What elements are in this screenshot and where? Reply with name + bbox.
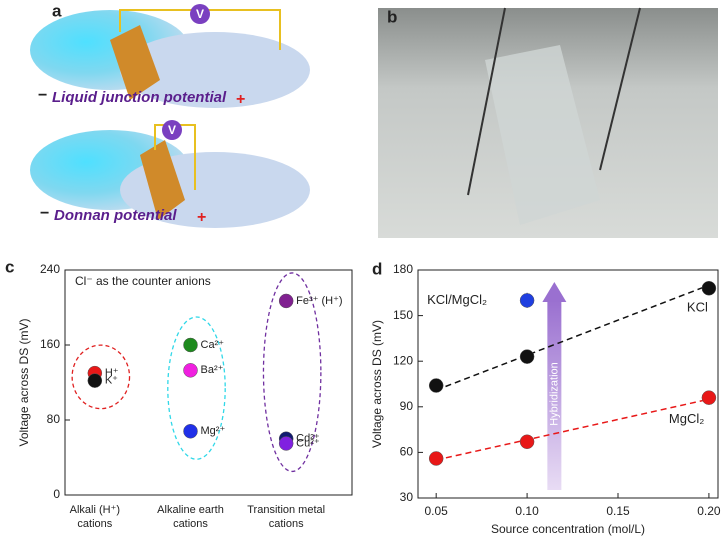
plot-frame [64, 269, 353, 496]
point [87, 373, 103, 388]
x-tick-label: 0.20 [697, 504, 721, 518]
meter [162, 120, 182, 140]
membrane [140, 140, 185, 220]
x-tick-label: 0.15 [606, 504, 630, 518]
cell-divider [485, 45, 600, 225]
meter-label: V [196, 7, 204, 21]
x-tick-label: cations [173, 518, 208, 530]
point-label: Cd²⁺ [296, 433, 320, 445]
group-outline [262, 272, 322, 473]
arrow-head [542, 282, 567, 302]
x-tick-label: Transition metal [247, 504, 325, 516]
x-tick-label: 0.05 [425, 504, 449, 518]
electrode [599, 7, 641, 171]
point [428, 378, 444, 393]
point-label: K⁺ [105, 375, 118, 387]
point-label: Ca²⁺ [201, 339, 225, 351]
point [183, 424, 198, 439]
x-tick-label: cations [269, 518, 304, 530]
annotation: Cl⁻ as the counter anions [75, 274, 211, 288]
group-outline [167, 316, 226, 460]
x-tick-label: cations [77, 518, 112, 530]
y-tick-label: 180 [393, 262, 413, 276]
y-tick-label: 240 [40, 262, 60, 276]
y-tick-label: 160 [40, 337, 60, 351]
panel-label: a [52, 1, 62, 20]
y-axis-label: Voltage across DS (mV) [370, 320, 384, 448]
y-axis-label: Voltage across DS (mV) [17, 318, 31, 446]
annotation: Hybridization [548, 362, 560, 426]
point [519, 293, 535, 308]
panel-label: d [372, 259, 382, 278]
series-label: MgCl₂ [669, 411, 704, 426]
panel-label: b [387, 7, 397, 26]
point [701, 390, 717, 405]
point-label: Fe³⁺ (H⁺) [296, 295, 342, 307]
y-tick-label: 0 [53, 487, 60, 501]
arrow-shaft [547, 300, 562, 490]
electrode [467, 7, 506, 196]
plus-sign: + [236, 91, 245, 108]
y-tick-label: 60 [400, 445, 414, 459]
caption: Liquid junction potential [52, 89, 227, 106]
point-label: Cu²⁺ [296, 437, 320, 449]
y-tick-label: 150 [393, 308, 413, 322]
point-label: Ba²⁺ [201, 364, 224, 376]
plot-frame [417, 269, 719, 499]
x-tick-label: Alkali (H⁺) [70, 504, 120, 516]
series-label: KCl/MgCl₂ [427, 292, 487, 307]
solution-right [120, 32, 310, 108]
x-tick-label: 0.10 [515, 504, 539, 518]
point [428, 451, 444, 466]
panel-a: V − Liquid junction potential + V − Donn… [30, 4, 310, 228]
point [519, 349, 535, 364]
x-tick-label: Alkaline earth [157, 504, 224, 516]
point [183, 337, 198, 353]
plus-sign: + [197, 209, 206, 226]
minus-sign: − [38, 87, 47, 104]
point [278, 436, 294, 451]
point-label: Mg²⁺ [201, 425, 226, 437]
y-tick-label: 30 [400, 490, 414, 504]
panel-b [378, 7, 718, 238]
point-label: H⁺ [105, 367, 119, 379]
minus-sign: − [40, 205, 49, 222]
point [519, 434, 535, 450]
trend-line [436, 398, 710, 461]
meter [190, 4, 210, 24]
caption: Donnan potential [54, 207, 177, 224]
point [701, 280, 717, 296]
series-label: KCl [687, 300, 708, 315]
y-tick-label: 120 [393, 353, 413, 367]
x-axis-label: Source concentration (mol/L) [491, 522, 645, 536]
y-tick-label: 80 [47, 412, 61, 426]
meter-label: V [168, 123, 176, 137]
trend-line [435, 284, 710, 391]
point [183, 363, 198, 378]
point [278, 293, 294, 309]
y-tick-label: 90 [400, 399, 414, 413]
panel-label: c [5, 257, 14, 276]
group-outline [71, 344, 131, 410]
membrane [110, 25, 160, 100]
